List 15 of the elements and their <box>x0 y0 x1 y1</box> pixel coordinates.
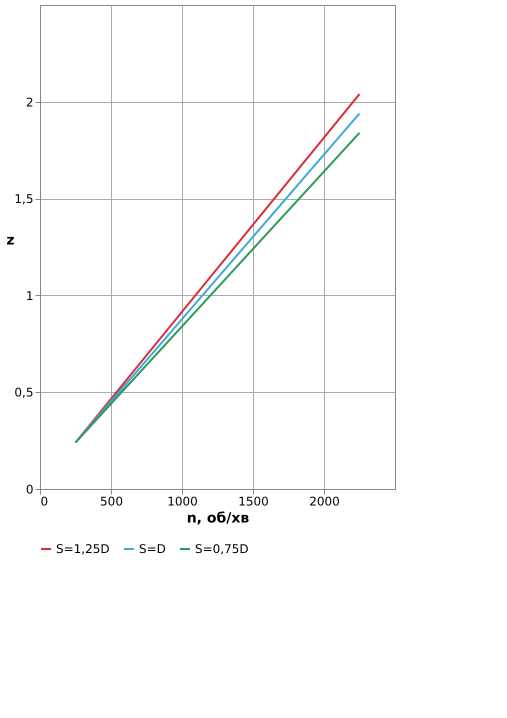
x-tick-label: 1500 <box>238 494 269 508</box>
y-tick-label: 1 <box>26 288 34 303</box>
x-axis-title: n, об/хв <box>186 510 250 526</box>
legend-label: S=D <box>139 542 166 556</box>
x-tick-label: 2000 <box>309 494 340 508</box>
y-tick-label: 0,5 <box>14 386 34 400</box>
y-tick-label: 1,5 <box>14 192 34 206</box>
y-tick-label: 0 <box>26 482 34 496</box>
x-tick-label: 500 <box>100 494 123 508</box>
x-tick-label: 0 <box>40 494 48 508</box>
y-axis-title: z <box>6 232 14 248</box>
y-tick-label: 2 <box>26 95 34 110</box>
x-tick-label: 1000 <box>167 494 198 508</box>
legend-label: S=0,75D <box>195 542 249 556</box>
legend-label: S=1,25D <box>56 542 110 556</box>
